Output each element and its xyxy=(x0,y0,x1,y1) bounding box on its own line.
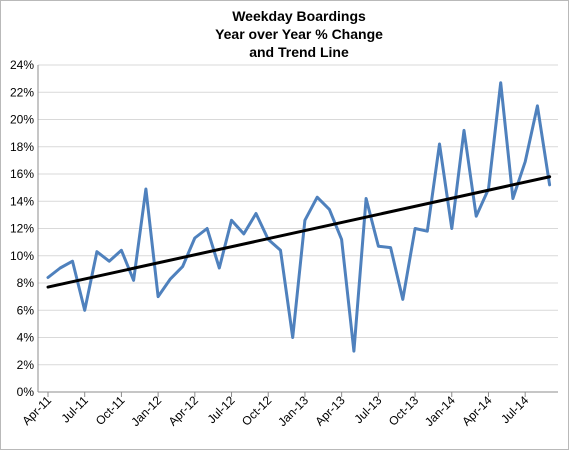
y-tick-label: 14% xyxy=(10,194,34,208)
y-tick-label: 16% xyxy=(10,167,34,181)
y-tick-label: 6% xyxy=(17,303,35,317)
y-tick-label: 2% xyxy=(17,358,35,372)
x-tick-label: Apr-14 xyxy=(459,393,495,429)
x-tick-label: Jul-11 xyxy=(58,393,91,426)
x-tick-label: Apr-12 xyxy=(166,393,202,429)
y-tick-label: 4% xyxy=(17,331,35,345)
axes xyxy=(37,65,558,397)
y-tick-label: 12% xyxy=(10,222,34,236)
series-group xyxy=(46,81,552,353)
x-tick-label: Oct-12 xyxy=(239,393,275,429)
chart-title-line-1: Weekday Boardings xyxy=(232,8,366,24)
y-tick-label: 24% xyxy=(10,58,34,72)
y-tick-label: 8% xyxy=(17,276,35,290)
y-tick-label: 20% xyxy=(10,113,34,127)
chart-title: Weekday Boardings Year over Year % Chang… xyxy=(215,8,383,60)
x-axis-tick-labels: Apr-11 Jul-11 Oct-11 Jan-12 Apr-12 Jul-12 Oct-… xyxy=(19,393,531,429)
x-tick-label: Jul-12 xyxy=(205,393,238,426)
gridlines xyxy=(38,64,558,366)
y-tick-label: 10% xyxy=(10,249,34,263)
series-line xyxy=(46,81,552,353)
x-tick-label: Jul-13 xyxy=(351,393,384,426)
x-tick-label: Jan-13 xyxy=(275,393,311,429)
trend-line xyxy=(46,175,552,289)
x-tick-label: Jan-14 xyxy=(422,393,458,429)
x-tick-label: Apr-13 xyxy=(312,393,348,429)
x-tick-label: Oct-11 xyxy=(93,393,128,428)
y-axis-tick-labels: 0% 2% 4% 6% 8% 10% 12% 14% 16% 18% 20% 22% 24% xyxy=(10,58,34,399)
x-tick-label: Jul-14 xyxy=(498,393,531,426)
y-tick-label: 18% xyxy=(10,140,34,154)
x-tick-label: Jan-12 xyxy=(128,393,164,429)
y-tick-label: 0% xyxy=(17,385,35,399)
chart-title-line-3: and Trend Line xyxy=(249,44,349,60)
y-tick-label: 22% xyxy=(10,85,34,99)
chart-title-line-2: Year over Year % Change xyxy=(215,26,383,42)
x-tick-label: Oct-13 xyxy=(386,393,422,429)
